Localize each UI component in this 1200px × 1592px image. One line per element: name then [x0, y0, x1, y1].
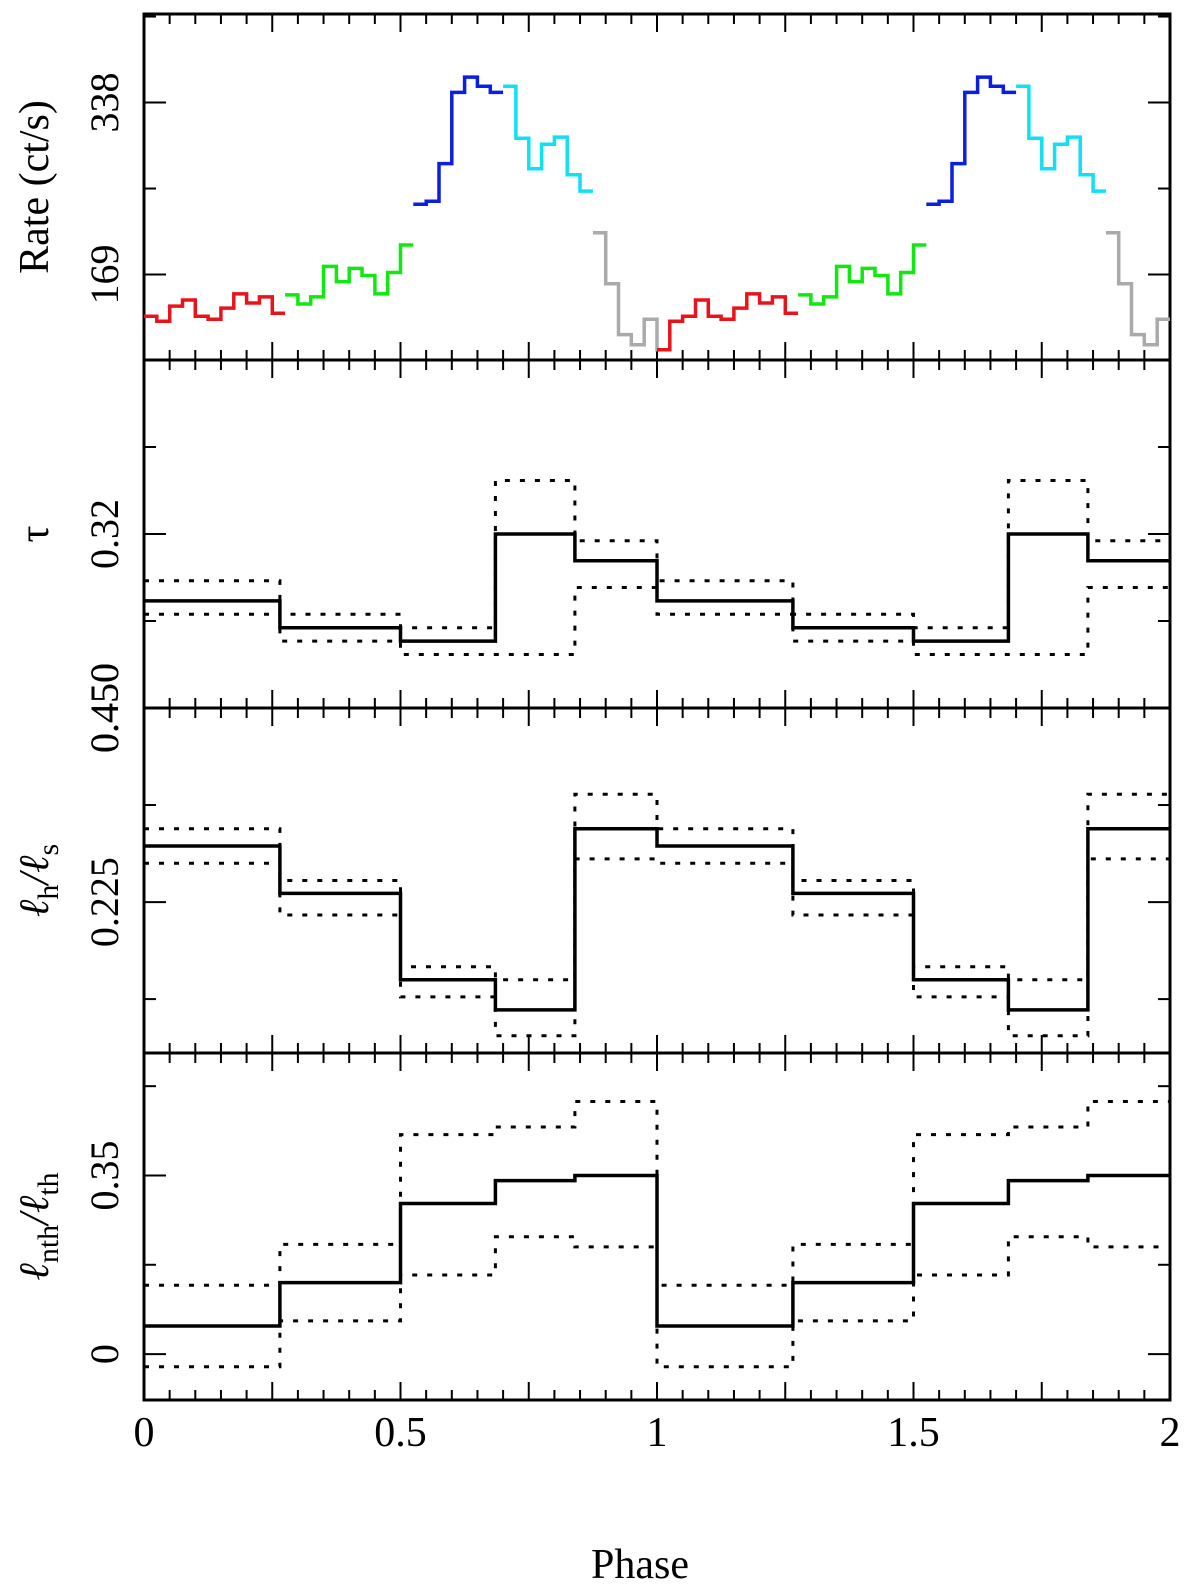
x-tick-label: 0	[134, 1410, 155, 1456]
y-tick-label: 338	[82, 73, 127, 133]
rate-curve-segment	[1105, 231, 1170, 347]
error-bound-line	[144, 586, 1170, 656]
error-bound-line	[144, 857, 1170, 1038]
rate-curve-segment	[657, 292, 799, 352]
x-tick-label: 0.5	[374, 1410, 427, 1456]
x-tick-labels: 0 0.5 1 1.5 2	[134, 1410, 1181, 1456]
rate-curve-segment	[592, 231, 670, 352]
panel-lh_ls: 0.225 0.450 ℓh/ℓs	[12, 663, 1172, 1055]
panel-lnth_lth: 0 0.35 ℓnth/ℓth	[12, 1051, 1172, 1402]
y-tick-label: 0.32	[82, 499, 127, 569]
rate-curve-segment	[926, 75, 1017, 207]
panel-frame	[142, 706, 1172, 1055]
panel-tau: 0.32 0.450 τ	[12, 358, 1172, 753]
rate-curve-segment	[144, 292, 286, 324]
y-tick-label: 0.35	[82, 1141, 127, 1211]
rate-curve-segment	[1016, 84, 1106, 193]
x-axis-label: Phase	[591, 1542, 689, 1588]
rate-curve-segment	[413, 75, 504, 207]
error-bound-line	[144, 479, 1170, 630]
y-tick-label: 0	[82, 1344, 127, 1364]
x-tick-label: 1.5	[887, 1410, 940, 1456]
best-fit-line	[144, 827, 1170, 1012]
panel-frame	[142, 12, 1172, 362]
y-axis-label: ℓnth/ℓth	[12, 1172, 65, 1280]
y-axis-label: ℓh/ℓs	[12, 844, 65, 917]
y-tick-label: 0.450	[82, 663, 127, 753]
x-tick-label: 2	[1160, 1410, 1181, 1456]
panel-rate: 169 338 Rate (ct/s)	[12, 12, 1172, 362]
y-tick-label: 169	[82, 245, 127, 305]
rate-curve-segment	[798, 243, 927, 306]
x-tick-label: 1	[647, 1410, 668, 1456]
error-bound-line	[144, 1100, 1170, 1287]
best-fit-line	[144, 1173, 1170, 1328]
y-axis-label: τ	[12, 526, 58, 543]
y-tick-label: 0.225	[82, 857, 127, 947]
y-tick-label: 0.450	[82, 663, 127, 753]
error-bound-line	[144, 792, 1170, 982]
rate-curve-segment	[285, 243, 414, 306]
best-fit-line	[144, 532, 1170, 643]
error-bound-line	[144, 1235, 1170, 1369]
y-axis-label: Rate (ct/s)	[12, 100, 58, 274]
rate-curve-segment	[503, 84, 593, 193]
